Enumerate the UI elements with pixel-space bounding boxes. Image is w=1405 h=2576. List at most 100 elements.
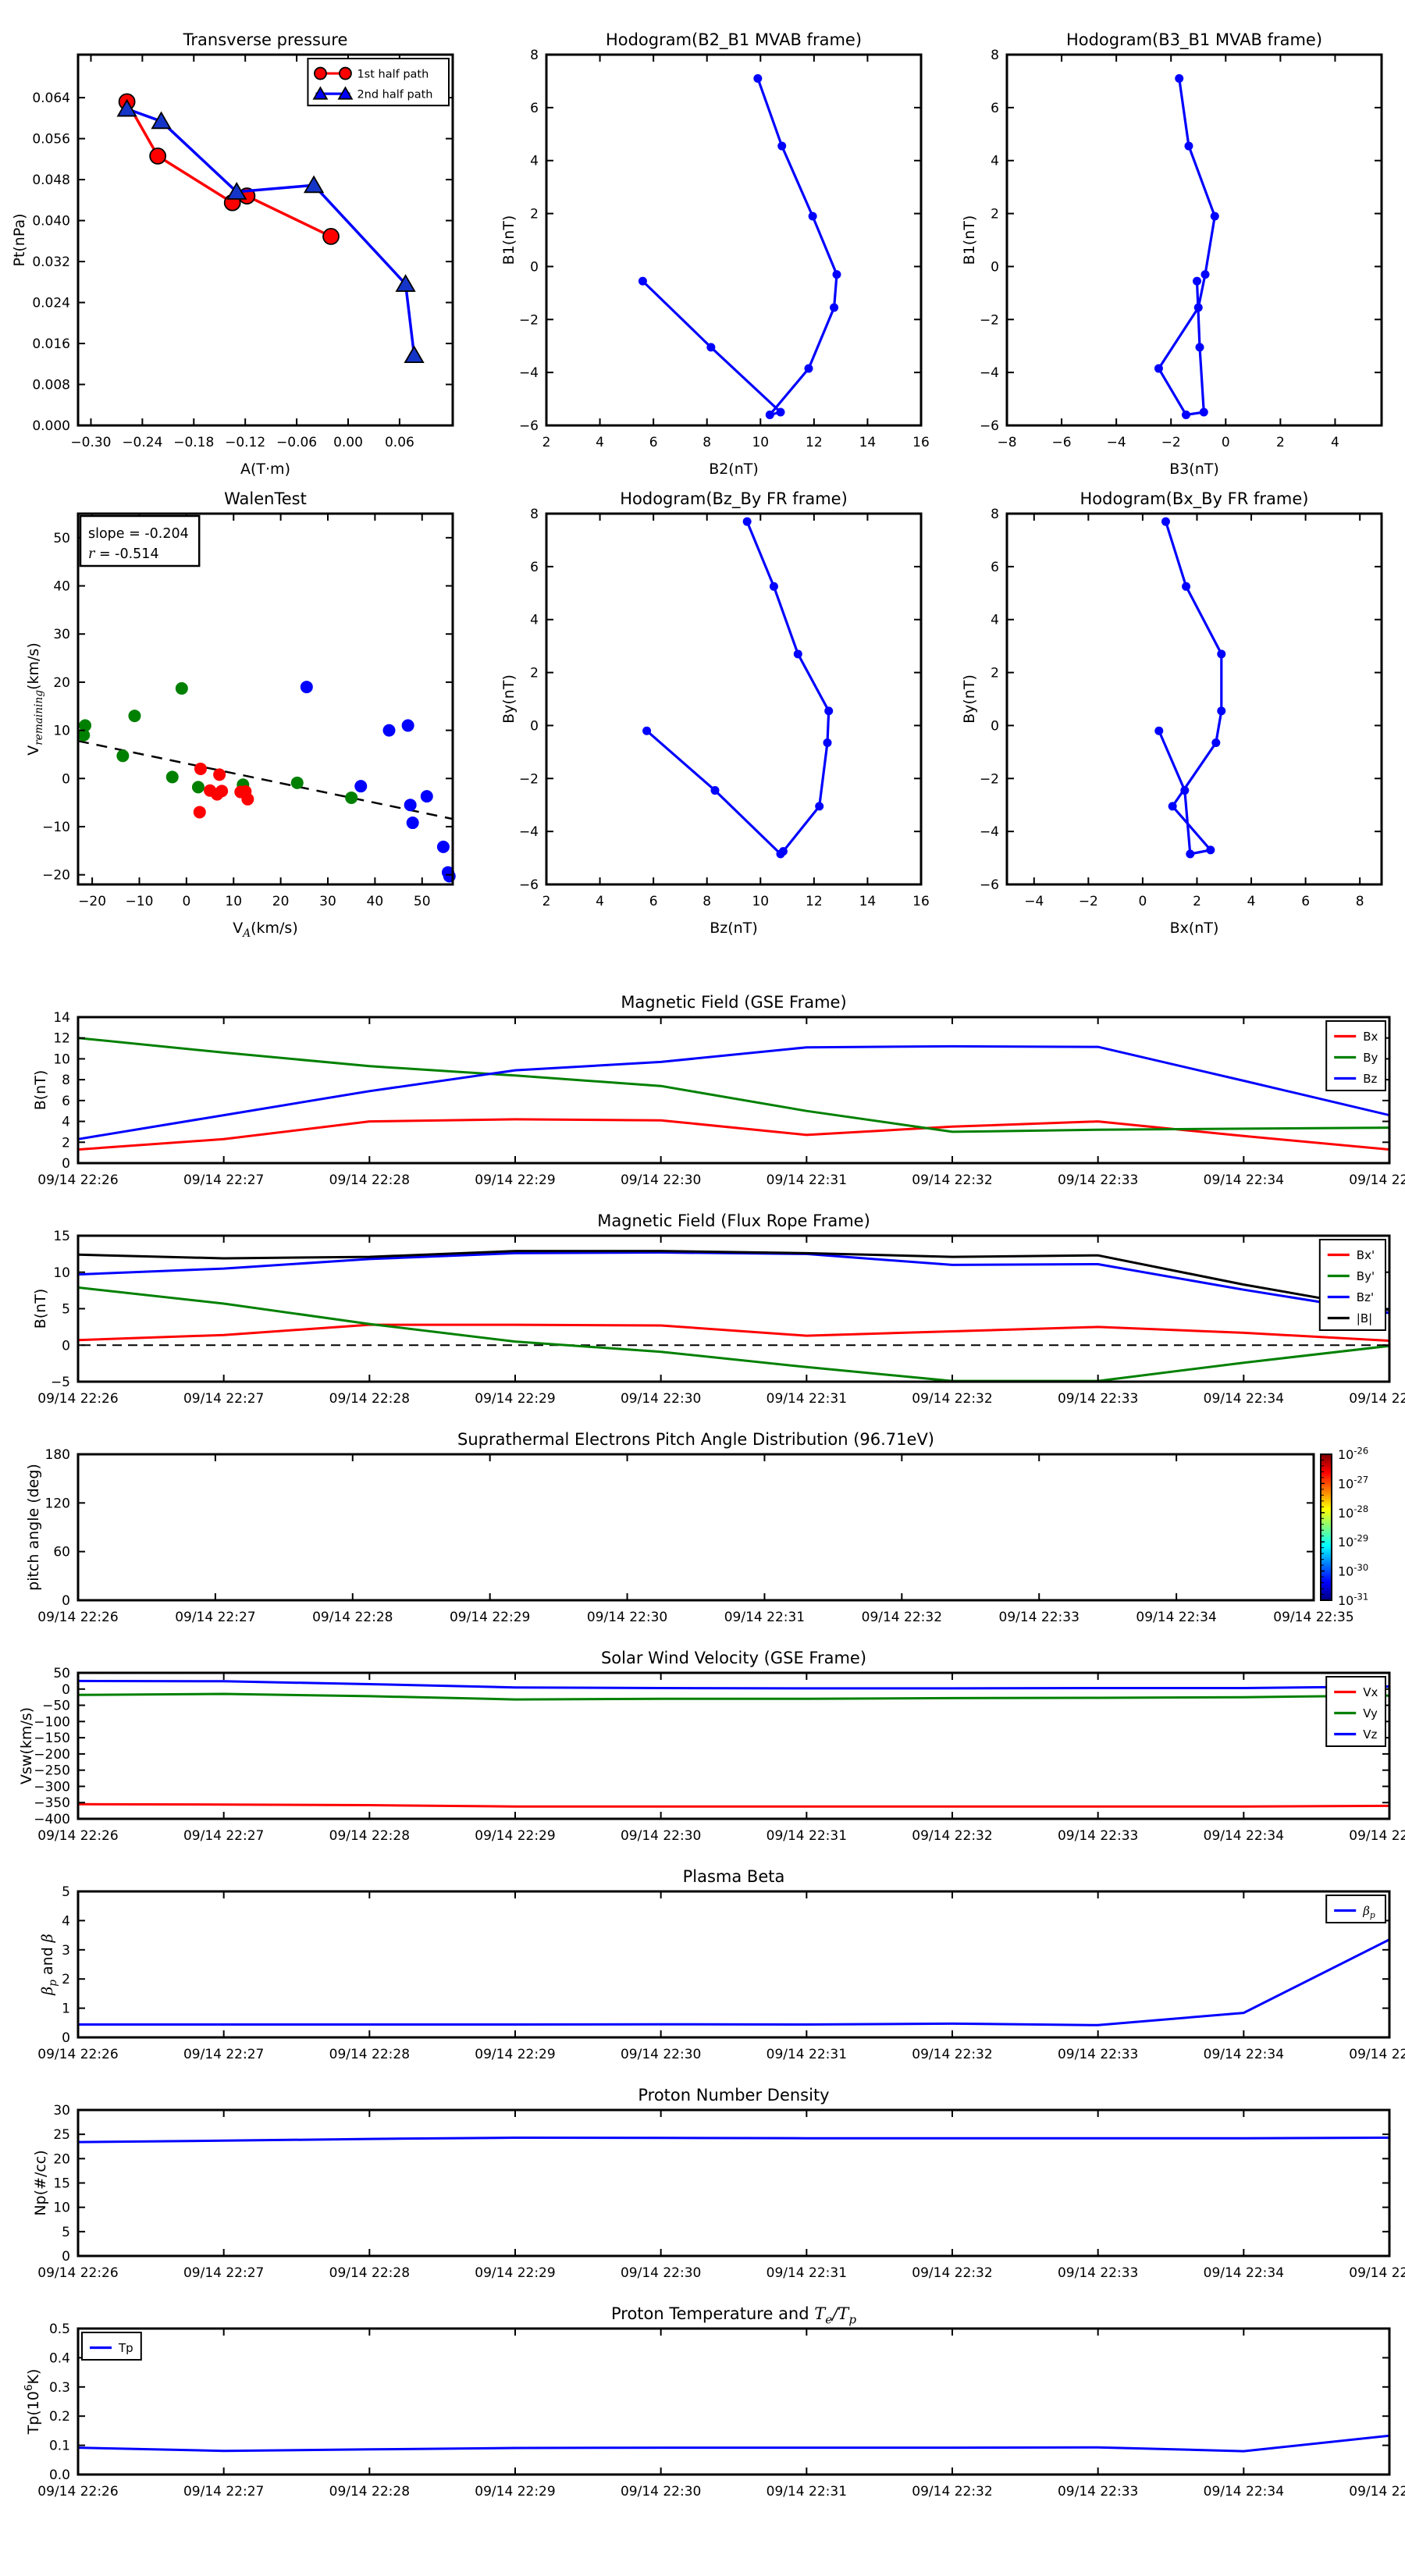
- x-tick-label: 10: [752, 435, 769, 450]
- y-axis-label: B1(nT): [500, 215, 518, 265]
- dot-marker: [765, 410, 774, 419]
- x-tick-label: 6: [649, 894, 658, 909]
- y-tick-label: 0.024: [32, 296, 70, 311]
- y-tick-label: 12: [53, 1031, 70, 1047]
- chart-title: Solar Wind Velocity (GSE Frame): [601, 1649, 866, 1667]
- dot-marker: [1217, 649, 1226, 659]
- dot-marker: [804, 364, 813, 373]
- y-tick-label: −4: [980, 824, 999, 840]
- dot-marker: [1186, 849, 1195, 859]
- dot-marker: [638, 276, 647, 286]
- plot-frame: [545, 512, 923, 886]
- series-line-Np: [77, 2137, 1390, 2144]
- x-tick-label: −4: [1107, 435, 1126, 450]
- x-tick-label: 09/14 22:31: [767, 1391, 847, 1407]
- x-tick-label: 09/14 22:27: [183, 1828, 264, 1844]
- x-tick-label: 09/14 22:26: [37, 1391, 118, 1407]
- circle-marker: [193, 806, 206, 819]
- y-tick-label: 0: [62, 1593, 70, 1609]
- x-tick-label: 09/14 22:28: [329, 2484, 410, 2500]
- y-tick-label: 0: [62, 1338, 70, 1354]
- y-axis-label: Np(#/cc): [32, 2150, 49, 2215]
- chart-title: Hodogram(B2_B1 MVAB frame): [606, 30, 862, 50]
- x-tick-label: 2: [1276, 435, 1285, 450]
- x-tick-label: 09/14 22:31: [767, 2484, 847, 2500]
- y-tick-label: 4: [62, 1115, 70, 1130]
- chart-tp: 09/14 22:26 09/14 22:27 09/14 22:28 09/14 2…: [23, 2304, 1405, 2500]
- x-tick-label: 09/14 22:35: [1349, 1828, 1405, 1844]
- dot-marker: [742, 517, 752, 526]
- x-tick-label: 09/14 22:34: [1204, 1828, 1284, 1844]
- x-tick-label: 09/14 22:33: [1058, 1172, 1138, 1188]
- chart-beta: 09/14 22:26 09/14 22:27 09/14 22:28 09/14 2…: [37, 1867, 1405, 2062]
- x-tick-label: 12: [806, 894, 823, 909]
- dot-marker: [777, 141, 787, 151]
- circle-marker: [300, 681, 313, 694]
- dot-marker: [1195, 343, 1204, 352]
- series-line-2nd half path: [126, 107, 416, 356]
- dot-marker: [1154, 726, 1164, 735]
- y-tick-label: 30: [53, 627, 70, 642]
- legend: Vx Vy Vz: [1325, 1676, 1386, 1747]
- legend-label: |B|: [1357, 1311, 1372, 1325]
- x-tick-label: 09/14 22:32: [912, 1391, 992, 1407]
- legend: 1st half path 2nd half path: [307, 58, 450, 107]
- x-tick-label: 0: [182, 894, 190, 909]
- dot-marker: [1180, 786, 1190, 795]
- x-tick-label: 09/14 22:32: [862, 1610, 942, 1625]
- series-line-Bx: [77, 1118, 1390, 1151]
- circle-marker: [175, 681, 188, 695]
- y-tick-label: −6: [980, 877, 999, 893]
- x-tick-label: 09/14 22:29: [475, 1828, 555, 1844]
- series-line-Bz: [77, 1044, 1390, 1140]
- x-tick-label: 09/14 22:35: [1273, 1610, 1353, 1625]
- x-tick-label: 09/14 22:33: [1058, 1828, 1138, 1844]
- triangle-marker: [312, 86, 329, 100]
- y-tick-label: 10: [53, 724, 70, 739]
- y-tick-label: 0.2: [49, 2409, 70, 2425]
- y-tick-label: 8: [530, 507, 539, 522]
- x-tick-label: 0.00: [333, 435, 363, 450]
- x-tick-label: 09/14 22:26: [37, 1610, 118, 1625]
- x-tick-label: 09/14 22:27: [183, 2265, 264, 2281]
- chart-title: Hodogram(Bx_By FR frame): [1080, 489, 1309, 509]
- x-tick-label: 09/14 22:31: [724, 1610, 805, 1625]
- x-axis-label: A(T·m): [240, 461, 290, 478]
- y-tick-label: 0.1: [49, 2439, 70, 2454]
- x-tick-label: 14: [859, 894, 877, 909]
- dot-marker: [1175, 74, 1184, 84]
- triangle-marker: [303, 175, 325, 194]
- x-tick-label: 8: [702, 894, 711, 909]
- x-tick-label: 09/14 22:33: [1058, 1391, 1138, 1407]
- legend-label: Bz: [1363, 1072, 1377, 1086]
- plot-frame: [545, 53, 923, 427]
- y-tick-label: 20: [53, 675, 70, 691]
- x-tick-label: 50: [414, 894, 431, 909]
- y-tick-label: 8: [991, 507, 999, 522]
- y-tick-label: 2: [991, 207, 999, 222]
- y-axis-label: B(nT): [32, 1289, 49, 1329]
- y-tick-label: −2: [980, 312, 999, 328]
- circle-marker: [322, 228, 340, 245]
- x-tick-label: 09/14 22:30: [621, 1172, 701, 1188]
- y-tick-label: 0.056: [32, 132, 70, 148]
- x-tick-label: 6: [649, 435, 658, 450]
- x-tick-label: 09/14 22:35: [1349, 1391, 1405, 1407]
- plot-frame: [76, 512, 454, 886]
- chart-title: Suprathermal Electrons Pitch Angle Distr…: [457, 1430, 934, 1449]
- x-tick-label: 30: [319, 894, 336, 909]
- plot-frame: [76, 1890, 1391, 2039]
- y-tick-label: 50: [53, 531, 70, 546]
- y-tick-label: 6: [62, 1094, 70, 1109]
- x-tick-label: 09/14 22:33: [999, 1610, 1080, 1625]
- dot-marker: [824, 706, 834, 716]
- dot-marker: [710, 786, 720, 795]
- x-axis-label: B2(nT): [709, 461, 759, 478]
- series-line-BxBy: [1158, 521, 1223, 856]
- y-tick-label: 25: [53, 2127, 70, 2143]
- y-tick-label: 0.048: [32, 173, 70, 188]
- x-tick-label: 09/14 22:26: [37, 1172, 118, 1188]
- x-tick-label: 09/14 22:27: [183, 1391, 264, 1407]
- y-tick-label: −50: [42, 1699, 70, 1714]
